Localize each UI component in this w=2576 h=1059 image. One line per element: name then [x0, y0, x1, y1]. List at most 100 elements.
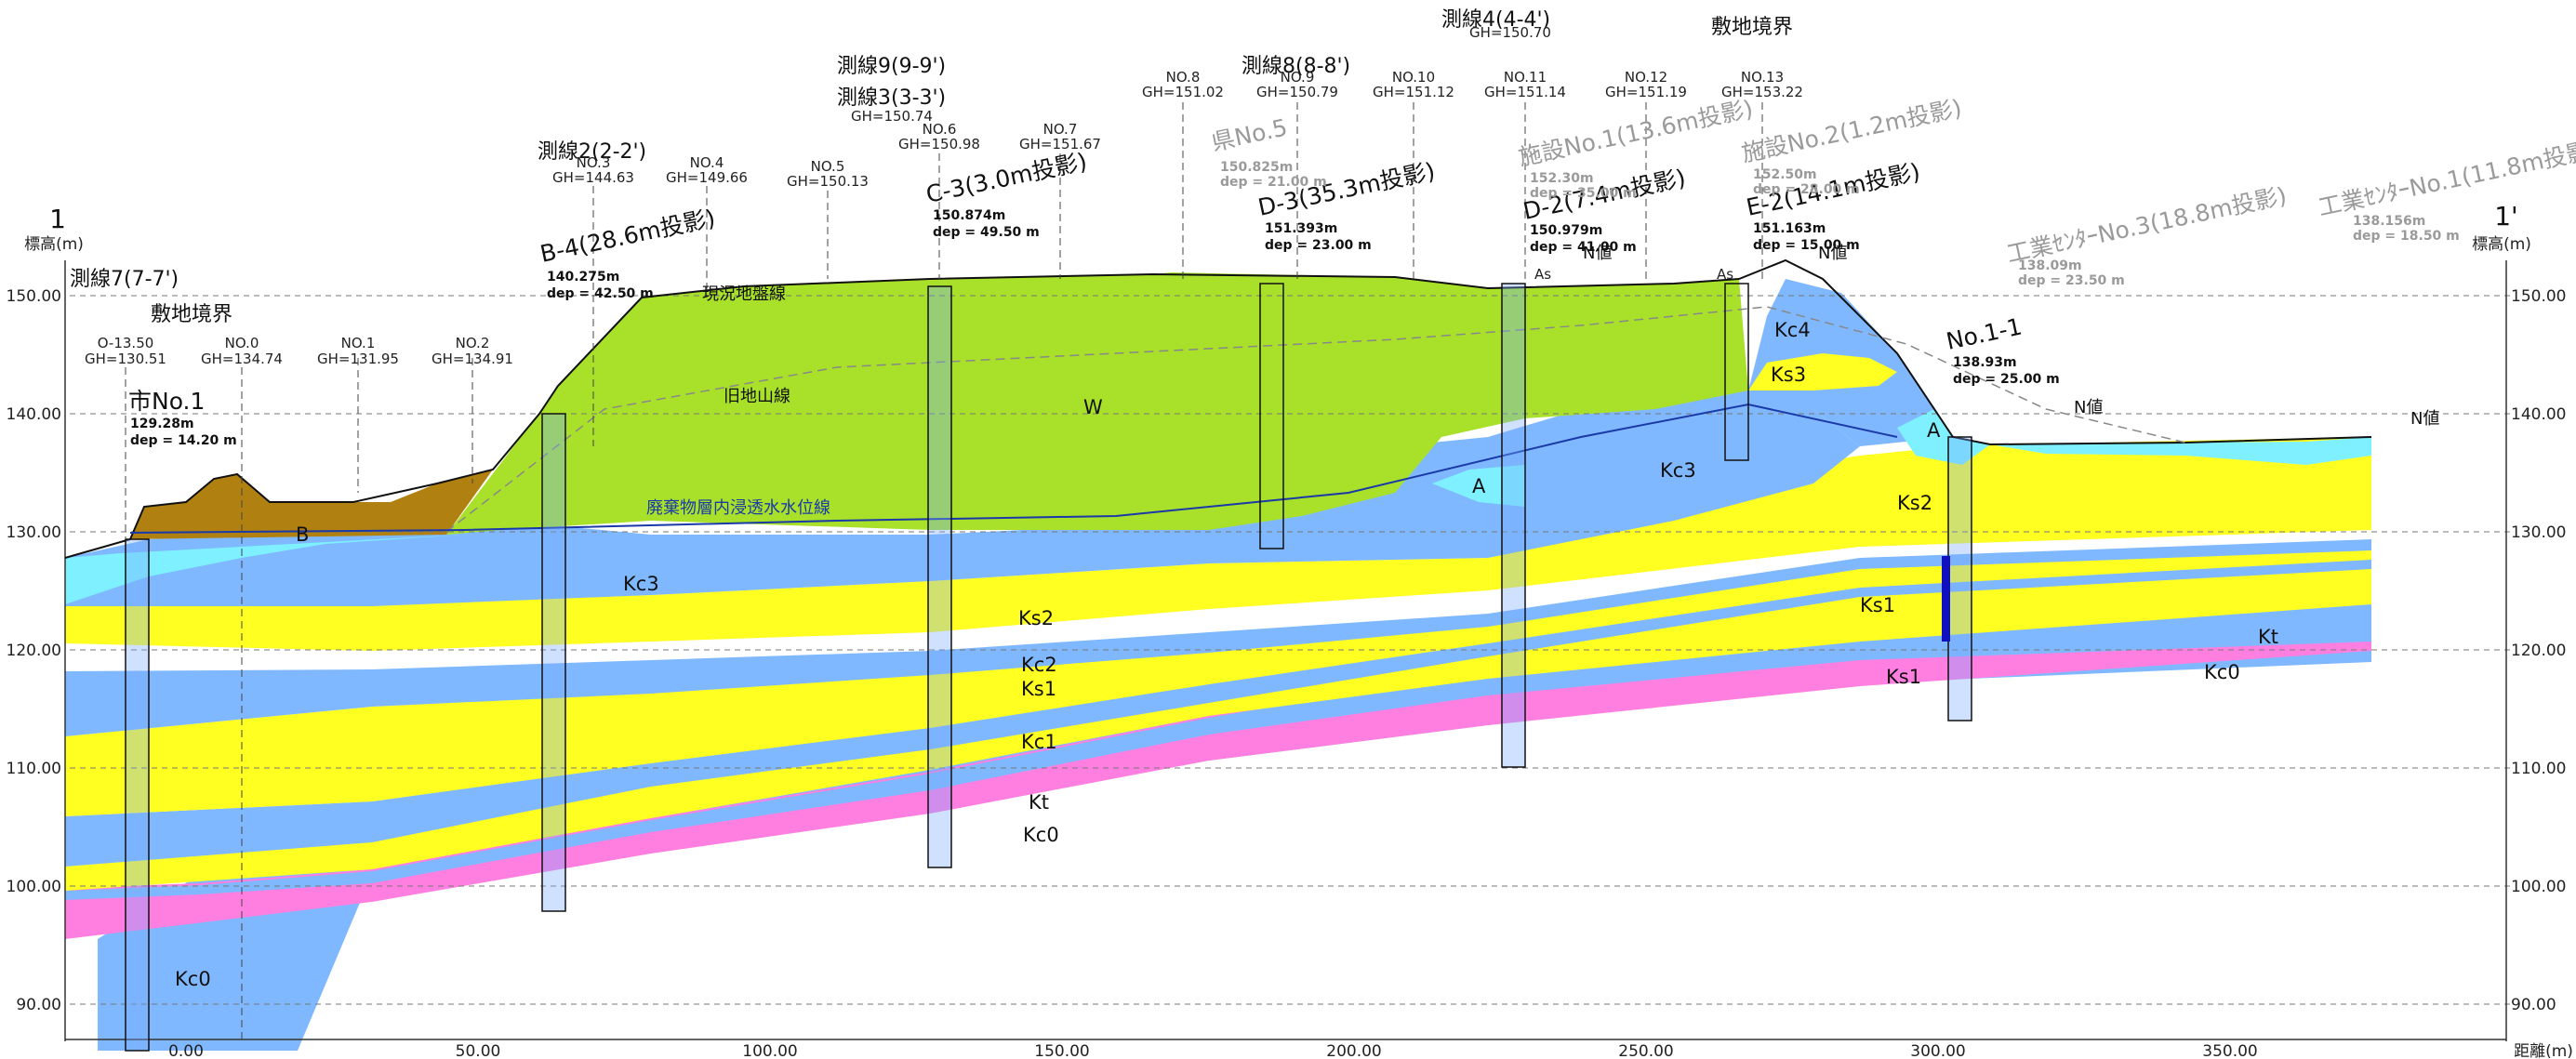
- survey-no: O-13.50: [98, 335, 154, 351]
- survey-no: NO.6: [923, 121, 957, 138]
- borehole-dep: dep = 25.00 m: [1953, 372, 2060, 387]
- elev-tick: 90.00: [16, 996, 61, 1014]
- ref-borehole-center1: 工業ｾﾝﾀｰNo.1(11.8m投影): [2316, 136, 2576, 221]
- ref-borehole-center3: 工業ｾﾝﾀｰNo.3(18.8m投影): [2004, 182, 2289, 268]
- layer-label-ks1-right-upper: Ks1: [1860, 594, 1895, 616]
- layer-kt: [65, 600, 2371, 939]
- elevation-unit-right: 標高(m): [2472, 235, 2531, 254]
- borehole-column-b4: [541, 413, 566, 912]
- dist-tick: 250.00: [1618, 1042, 1673, 1059]
- layer-label-kc0-left: Kc0: [175, 968, 211, 990]
- dist-tick: 150.00: [1034, 1042, 1089, 1059]
- ref-borehole-elev: 152.50m: [1753, 167, 1817, 182]
- leachate-water-level: [129, 403, 1898, 534]
- survey-gh: GH=151.19: [1605, 84, 1687, 100]
- elevation-unit-left: 標高(m): [24, 235, 84, 254]
- layer-ks3: [1748, 353, 1897, 391]
- borehole-columns: [125, 283, 1972, 1052]
- ground-surface-line: [64, 258, 2372, 559]
- layer-label-ks2: Ks2: [1018, 607, 1054, 629]
- borehole-dep: dep = 49.50 m: [933, 225, 1040, 240]
- elev-tick: 140.00: [2511, 405, 2566, 424]
- elev-tick: 150.00: [7, 287, 61, 306]
- ref-borehole-dep: dep = 23.50 m: [2018, 273, 2125, 288]
- layer-fill-b: [130, 470, 493, 539]
- survey-gh: GH=150.79: [1256, 84, 1338, 100]
- borehole-column-e2: [1724, 283, 1749, 461]
- dist-tick: 50.00: [456, 1042, 501, 1059]
- borehole-elev: 129.28m: [130, 417, 194, 431]
- survey-no: NO.10: [1392, 69, 1435, 86]
- layer-a-right: [1897, 409, 1990, 465]
- layer-label-kc3-right: Kc3: [1660, 459, 1696, 482]
- borehole-dep: dep = 42.50 m: [547, 286, 654, 301]
- layer-label-a: A: [1472, 475, 1486, 497]
- layer-label-kt-right: Kt: [2258, 626, 2278, 648]
- survey-no: NO.5: [811, 158, 845, 175]
- layer-aquifer-left: [65, 535, 465, 604]
- survey-gh: GH=151.14: [1484, 84, 1566, 100]
- elev-tick: 150.00: [2511, 287, 2566, 306]
- dist-tick: 200.00: [1326, 1042, 1381, 1059]
- layer-label-ks2-right: Ks2: [1897, 492, 1932, 514]
- layer-label-ks1: Ks1: [1021, 678, 1056, 700]
- section-right-end: 1': [2494, 201, 2518, 232]
- survey-no: NO.2: [456, 335, 490, 351]
- n-value-label: N値: [2074, 398, 2103, 417]
- layer-waste-w: [446, 272, 1748, 535]
- survey-gh: GH=134.74: [201, 351, 283, 367]
- reference-boreholes: 県No.5 150.825m dep = 21.00 m 施設No.1(13.6…: [1209, 94, 2576, 288]
- elev-tick: 120.00: [7, 642, 61, 660]
- ref-borehole-elev: 152.30m: [1530, 171, 1594, 186]
- screen-marker: [1942, 556, 1950, 642]
- borehole-elev: 151.393m: [1265, 221, 1337, 236]
- layer-label-kt: Kt: [1029, 791, 1049, 814]
- borehole-column-city1: [125, 538, 150, 1052]
- ground-surface-label: 現況地盤線: [702, 285, 786, 304]
- as-label: As: [1534, 266, 1551, 283]
- ref-borehole-dep: dep = 28.00 m: [1753, 182, 1860, 197]
- survey-no: NO.13: [1741, 69, 1784, 86]
- survey-no: NO.4: [690, 154, 724, 171]
- borehole-elev: 150.874m: [933, 208, 1005, 223]
- cross-line-2: 測線2(2-2'): [538, 140, 646, 164]
- borehole-name-no1-1: No.1-1: [1944, 312, 2025, 354]
- borehole-name-b4: B-4(28.6m投影): [538, 205, 717, 268]
- ref-borehole-dep: dep = 21.00 m: [1220, 175, 1327, 190]
- grid: [70, 295, 2511, 1005]
- elev-tick: 130.00: [7, 523, 61, 542]
- elev-tick: 140.00: [7, 405, 61, 424]
- layer-ks-lower: [65, 567, 2371, 891]
- borehole-dep: dep = 14.20 m: [130, 433, 237, 448]
- survey-gh: GH=151.02: [1142, 84, 1224, 100]
- layer-kc1: [65, 558, 2371, 867]
- layer-label-kc0: Kc0: [1023, 824, 1059, 846]
- borehole-name-c3: C-3(3.0m投影): [923, 148, 1089, 208]
- survey-gh: GH=150.98: [898, 136, 980, 152]
- n-value-label: N値: [2410, 409, 2439, 429]
- leachate-label: 廃棄物層内浸透水水位線: [646, 498, 830, 518]
- ref-borehole-elev: 138.09m: [2018, 258, 2082, 273]
- elevation-labels-right: 150.00 140.00 130.00 120.00 110.00 100.0…: [2511, 287, 2566, 1014]
- borehole-elev: 140.275m: [547, 270, 619, 285]
- n-value-label: N値: [1583, 244, 1612, 263]
- old-ground-label: 旧地山線: [724, 387, 790, 406]
- ref-borehole-elev: 138.156m: [2353, 214, 2425, 229]
- ref-borehole-facility1: 施設No.1(13.6m投影): [1516, 95, 1755, 171]
- survey-no: NO.7: [1043, 121, 1078, 138]
- survey-gh: GH=144.63: [552, 169, 634, 186]
- elev-tick: 100.00: [7, 878, 61, 896]
- distance-labels: 0.00 50.00 100.00 150.00 200.00 250.00 3…: [168, 1042, 2258, 1059]
- survey-points: O-13.50 GH=130.51 NO.0 GH=134.74 NO.1 GH…: [85, 69, 1803, 367]
- survey-gh: GH=130.51: [85, 351, 166, 367]
- borehole-elev: 150.979m: [1530, 223, 1602, 238]
- ref-borehole-facility2: 施設No.2(1.2m投影): [1739, 94, 1964, 166]
- elev-tick: 130.00: [2511, 523, 2566, 542]
- ref-borehole-dep: dep = 18.50 m: [2353, 229, 2460, 244]
- survey-gh: GH=134.91: [432, 351, 513, 367]
- elev-tick: 100.00: [2511, 878, 2566, 896]
- borehole-dep: dep = 15.00 m: [1753, 238, 1860, 253]
- distance-unit: 距離(m): [2514, 1042, 2573, 1059]
- survey-no: NO.0: [225, 335, 259, 351]
